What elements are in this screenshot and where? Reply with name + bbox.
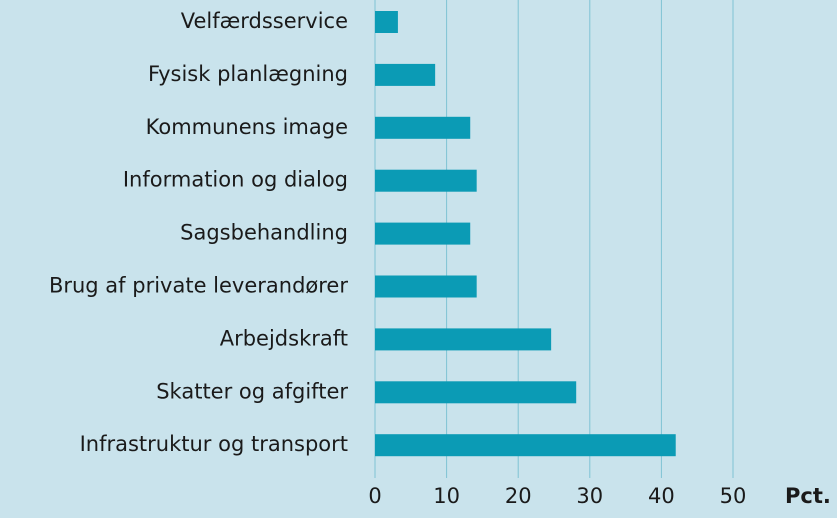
bar	[375, 381, 577, 404]
bar	[375, 63, 436, 86]
bar	[375, 328, 552, 351]
x-axis-label: Pct.	[785, 484, 831, 508]
bar	[375, 434, 676, 457]
y-tick-label: Sagsbehandling	[180, 221, 348, 245]
bar	[375, 222, 471, 245]
x-tick-label: 0	[368, 484, 381, 508]
bar	[375, 116, 471, 139]
y-tick-label: Kommunens image	[146, 115, 348, 139]
bar	[375, 11, 398, 33]
bar	[375, 275, 477, 298]
bar	[375, 169, 477, 192]
y-tick-label: Information og dialog	[123, 168, 348, 192]
x-tick-label: 30	[576, 484, 603, 508]
x-tick-label: 40	[648, 484, 675, 508]
x-tick-label: 50	[720, 484, 747, 508]
y-tick-label: Infrastruktur og transport	[80, 432, 348, 456]
y-tick-label: Fysisk planlægning	[148, 62, 348, 86]
x-tick-label: 10	[433, 484, 460, 508]
y-tick-label: Velfærdsservice	[181, 9, 348, 33]
x-tick-label: 20	[505, 484, 532, 508]
y-tick-label: Arbejdskraft	[220, 326, 348, 350]
y-tick-label: Skatter og afgifter	[156, 379, 348, 403]
y-tick-label: Brug af private leverandører	[49, 274, 348, 298]
